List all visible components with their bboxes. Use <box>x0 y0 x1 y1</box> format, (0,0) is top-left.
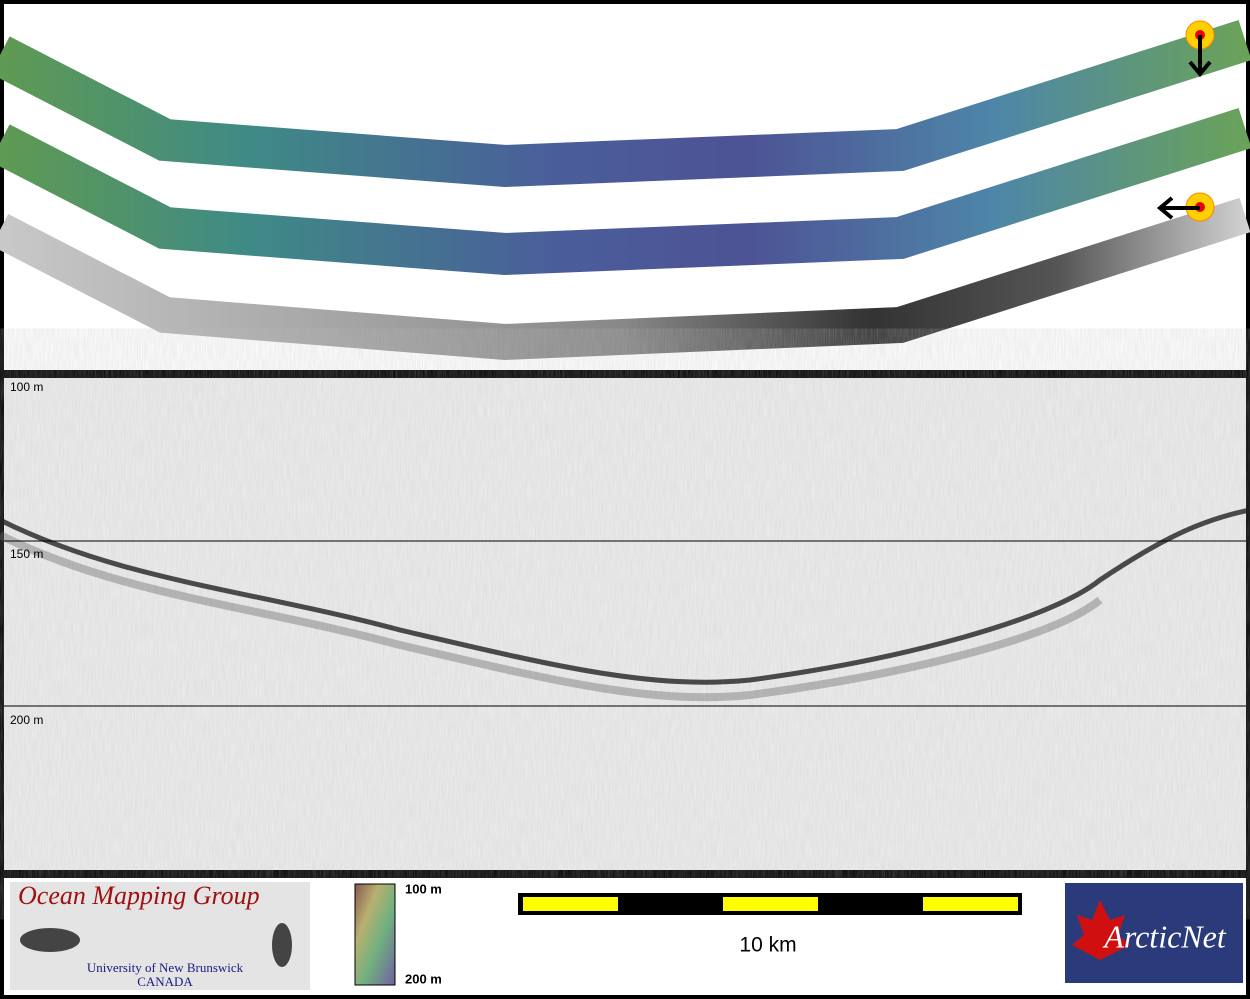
sub-bottom <box>0 531 1103 702</box>
scale-segment <box>523 897 618 911</box>
maple-leaf <box>1072 900 1130 960</box>
swath-2 <box>0 107 1250 276</box>
swath-3 <box>0 197 1250 361</box>
scale-segment <box>923 897 1018 911</box>
scale-segment <box>723 897 818 911</box>
arrow-down <box>1188 35 1212 78</box>
colorbar-label: 200 m <box>405 971 442 986</box>
logo-title: Ocean Mapping Group <box>18 881 260 910</box>
profile-noise <box>4 378 1246 870</box>
logo-fish <box>272 923 292 967</box>
colorbar <box>354 883 396 986</box>
arrow-left <box>1156 196 1200 220</box>
seabed <box>0 507 1250 685</box>
logo-ship <box>20 928 80 952</box>
logo-country: CANADA <box>137 974 193 989</box>
depth-label: 200 m <box>10 713 43 727</box>
logo-university: University of New Brunswick <box>87 960 244 975</box>
depth-label: 100 m <box>10 380 43 394</box>
colorbar-label: 100 m <box>405 881 442 896</box>
swath-1 <box>0 19 1250 188</box>
partner-name: ArcticNet <box>1102 918 1227 954</box>
depth-label: 150 m <box>10 547 43 561</box>
scale-label: 10 km <box>739 934 796 957</box>
